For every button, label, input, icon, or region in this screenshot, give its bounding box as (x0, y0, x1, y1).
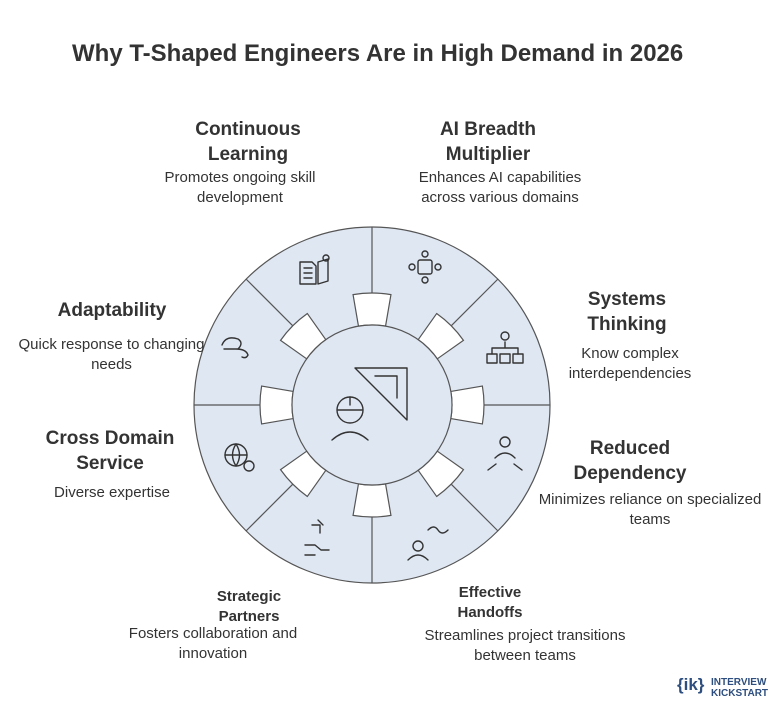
logo-line2: KICKSTART (711, 688, 768, 699)
item-description: Diverse expertise (54, 484, 170, 501)
item-title: Continuous Learning (195, 119, 301, 165)
logo-line1: INTERVIEW (711, 677, 767, 688)
item-title: Cross Domain Service (45, 428, 175, 474)
wheel-tooth (352, 483, 392, 518)
item-title: Systems Thinking (587, 289, 667, 335)
wheel-segments (193, 226, 551, 584)
wheel-divider (245, 483, 294, 532)
item-description: Promotes ongoing skill development (164, 169, 316, 206)
logo-mark: {ik} (677, 675, 705, 694)
item-title: Adaptability (57, 300, 167, 321)
item-description: Streamlines project transitions between … (424, 627, 626, 664)
wheel-tooth (450, 385, 485, 425)
wheel-tooth (352, 292, 392, 327)
item-description: Know complex interdependencies (568, 345, 692, 382)
item-title: Effective Handoffs (457, 584, 523, 621)
item-description: Fosters collaboration and innovation (128, 625, 298, 662)
wheel-divider (245, 278, 294, 327)
item-description: Enhances AI capabilities across various … (418, 169, 582, 206)
item-title: Strategic Partners (216, 588, 282, 625)
logo: {ik} INTERVIEW KICKSTART (677, 675, 768, 699)
wheel-hub (291, 324, 453, 486)
item-title: Reduced Dependency (573, 438, 687, 484)
wheel-divider (450, 483, 499, 532)
wheel-tooth (259, 385, 294, 425)
item-description: Minimizes reliance on specialized teams (538, 491, 762, 528)
item-description: Quick response to changing needs (18, 336, 205, 373)
item-title: AI Breadth Multiplier (439, 119, 537, 165)
title: Why T-Shaped Engineers Are in High Deman… (72, 40, 684, 67)
icons (221, 250, 524, 561)
wheel-divider (450, 278, 499, 327)
